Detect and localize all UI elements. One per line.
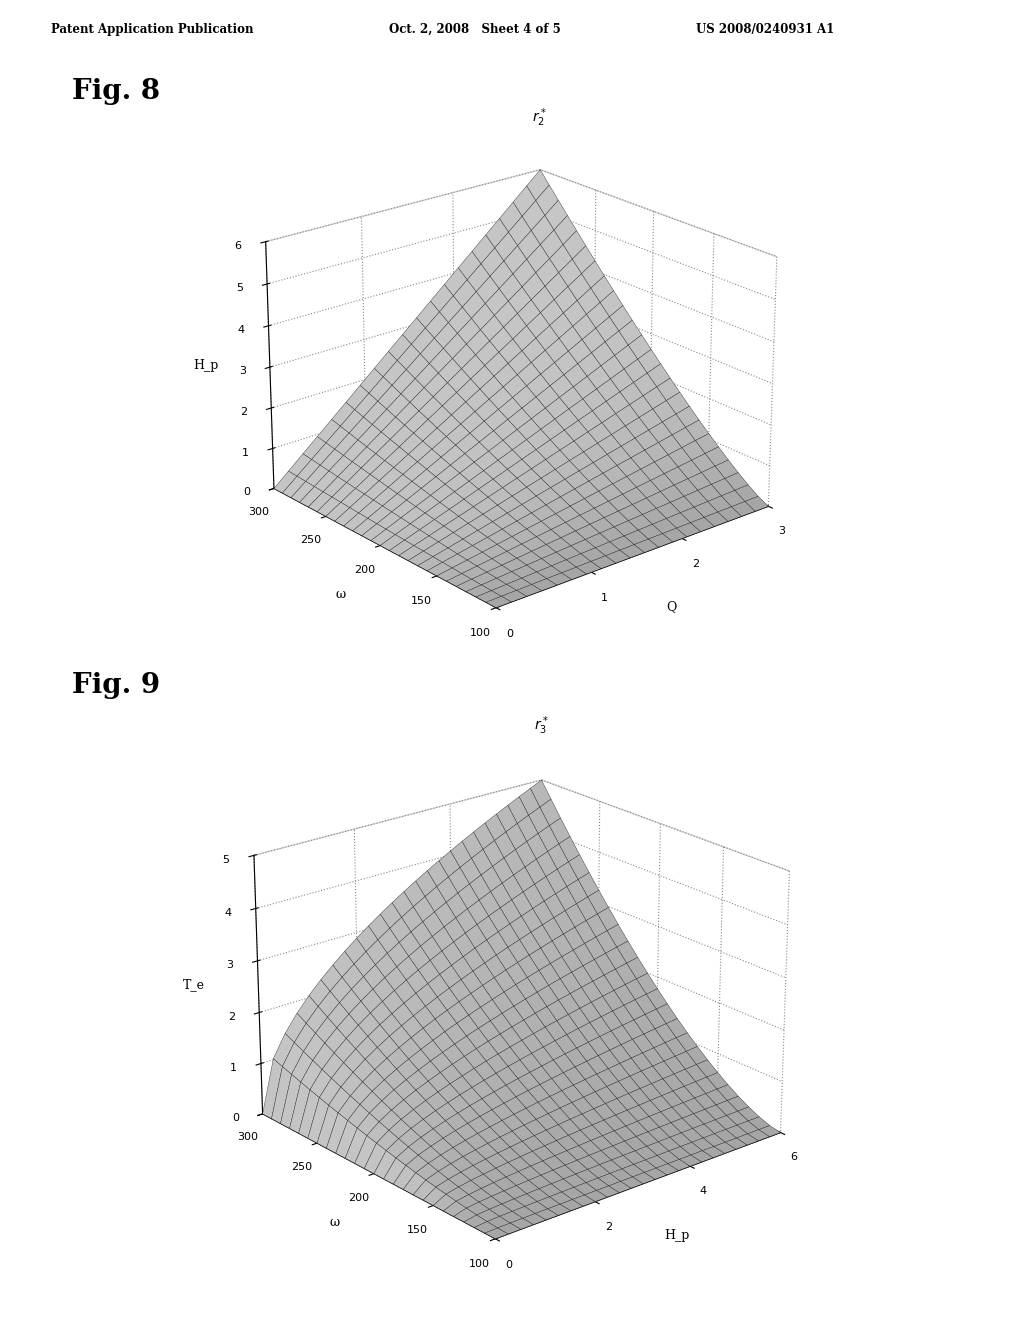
X-axis label: Q: Q — [666, 601, 676, 614]
Text: US 2008/0240931 A1: US 2008/0240931 A1 — [696, 22, 835, 36]
Text: Oct. 2, 2008   Sheet 4 of 5: Oct. 2, 2008 Sheet 4 of 5 — [389, 22, 561, 36]
Text: $r_2^*$: $r_2^*$ — [532, 107, 547, 129]
X-axis label: H_p: H_p — [665, 1229, 690, 1242]
Y-axis label: ω: ω — [336, 587, 345, 601]
Text: Patent Application Publication: Patent Application Publication — [51, 22, 254, 36]
Y-axis label: ω: ω — [329, 1216, 339, 1229]
Text: Fig. 8: Fig. 8 — [72, 78, 160, 106]
Text: Fig. 9: Fig. 9 — [72, 672, 160, 700]
Text: $r_3^*$: $r_3^*$ — [534, 714, 549, 738]
